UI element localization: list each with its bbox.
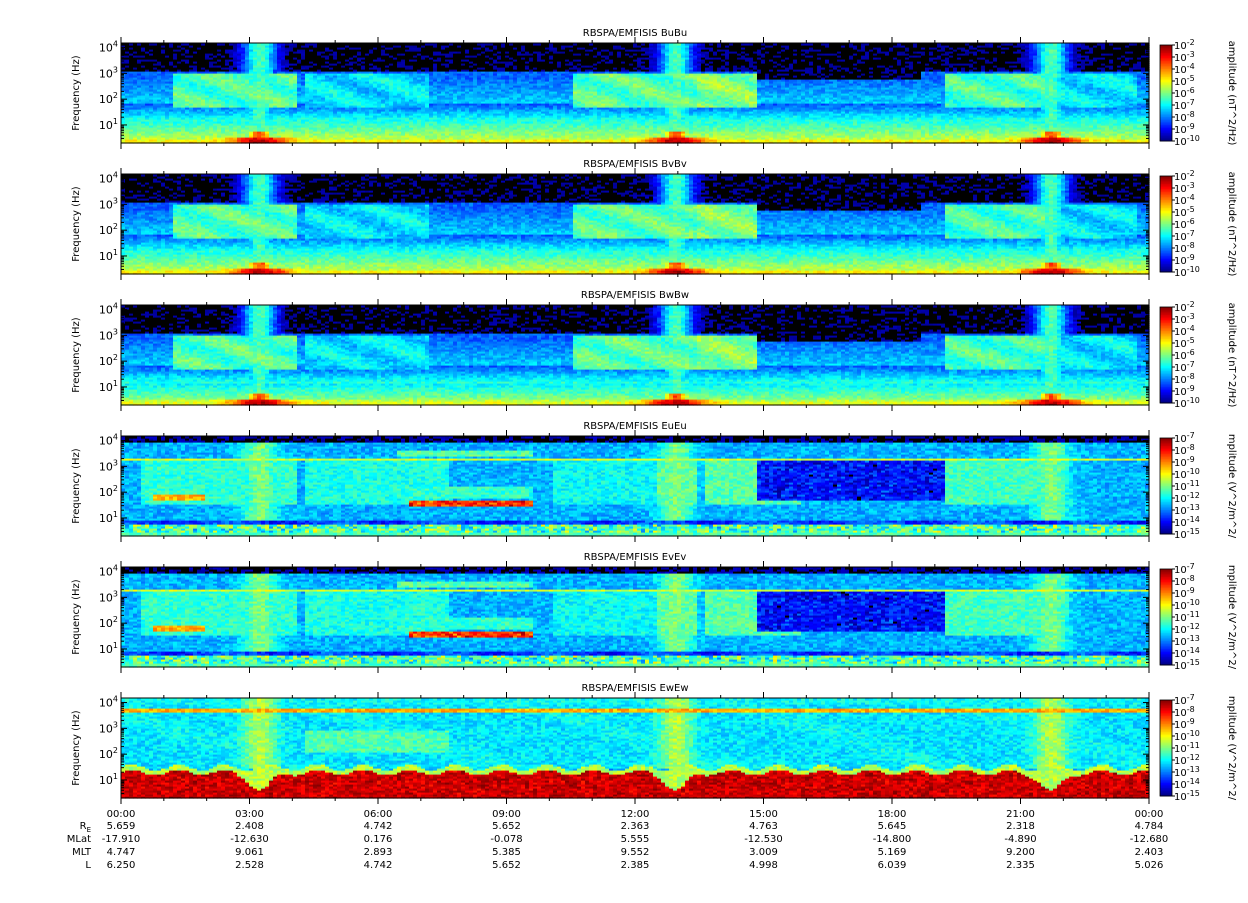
spectrogram-cells bbox=[121, 43, 1150, 144]
